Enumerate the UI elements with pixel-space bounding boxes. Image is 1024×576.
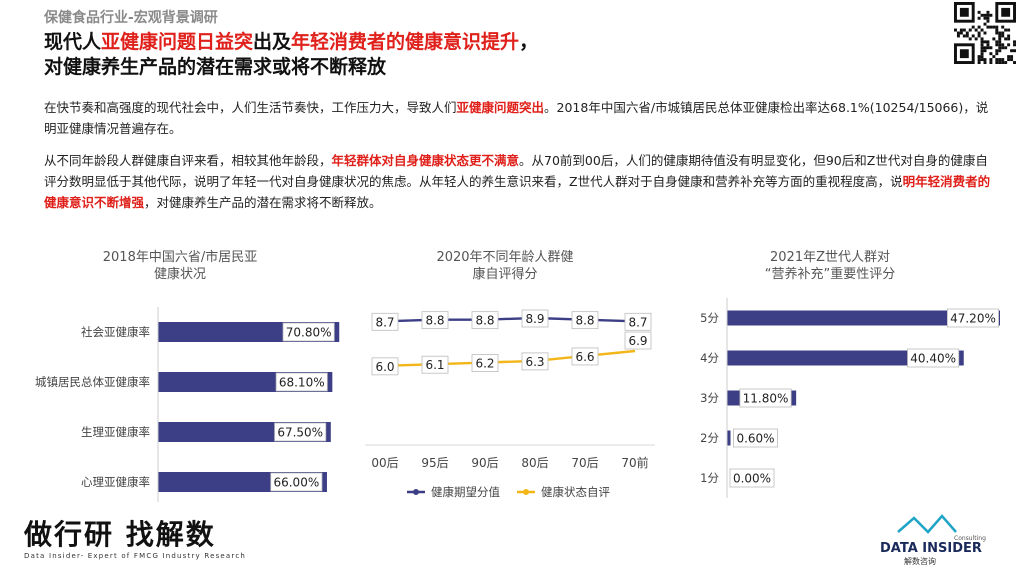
chart3-title: 2021年Z世代人群对 “营养补充”重要性评分 <box>764 250 896 282</box>
point-label-box <box>571 347 599 366</box>
data-label: 0.60% <box>736 432 774 446</box>
point-label-box <box>471 311 499 330</box>
data-label: 11.80% <box>743 392 789 406</box>
chart2-title: 2020年不同年龄人群健 康自评得分 <box>436 250 574 282</box>
data-label: 40.40% <box>910 352 956 366</box>
brand-cn: 解数咨询 <box>904 556 936 566</box>
point-label: 6.2 <box>475 357 494 371</box>
x-tick-label: 70前 <box>621 455 648 470</box>
data-label-box <box>282 322 335 342</box>
point-label: 8.9 <box>525 312 544 326</box>
category-label: 4分 <box>700 351 719 365</box>
point-label: 6.6 <box>575 350 594 364</box>
qr-code-icon <box>954 2 1016 64</box>
paragraph-1: 在快节奏和高强度的现代社会中，人们生活节奏快，工作压力大，导致人们亚健康问题突出… <box>44 97 994 139</box>
category-label: 心理亚健康率 <box>81 475 150 489</box>
paragraph-text: 在快节奏和高强度的现代社会中，人们生活节奏快，工作压力大，导致人们 <box>44 100 457 115</box>
point-label: 8.8 <box>475 314 494 328</box>
point-label: 6.9 <box>628 334 647 348</box>
title-segment: 亚健康问题日益突 <box>101 31 254 53</box>
data-label-box <box>275 372 328 392</box>
category-label: 1分 <box>700 471 719 485</box>
paragraph-2: 从不同年龄段人群健康自评来看，相较其他年龄段，年轻群体对自身健康状态更不满意。从… <box>44 150 994 213</box>
chart1-title: 2018年中国六省/市居民亚 健康状况 <box>102 250 258 282</box>
data-label: 66.00% <box>273 476 319 490</box>
data-insider-logo: Consulting DATA INSIDER 解数咨询 <box>880 514 986 566</box>
point-label-box <box>471 354 499 372</box>
data-label: 70.80% <box>286 326 332 340</box>
data-label-box <box>274 422 327 442</box>
paragraph-text: 从不同年龄段人群健康自评来看，相较其他年龄段， <box>44 153 332 168</box>
chart-nutrition-importance: 5分 47.20% 4分 40.40% 3分 11.80% 2分 0.60% 1分 0.00% <box>700 298 1000 498</box>
paragraph-text: 。2018年中国六省/市城镇居民总体亚健康检出率达68.1%(10254/150… <box>44 100 989 136</box>
highlight-text: 年轻群体对自身健康状态更不满意 <box>331 153 520 168</box>
x-tick-label: 00后 <box>371 456 398 470</box>
brand-name: DATA INSIDER <box>880 541 982 556</box>
data-label: 68.10% <box>279 376 325 390</box>
point-label-box <box>371 312 399 331</box>
section-tag: 保健食品行业-宏观背景调研 <box>44 10 218 26</box>
data-label-box <box>907 348 960 368</box>
brand-mark-icon <box>897 514 957 534</box>
category-label: 3分 <box>700 391 719 405</box>
data-label: 47.20% <box>950 312 996 326</box>
legend-label: 健康期望分值 <box>431 485 500 499</box>
x-tick-label: 90后 <box>471 456 498 470</box>
point-label-box <box>421 355 449 374</box>
title-line-2: 对健康养生产品的潜在需求或将不断释放 <box>44 56 387 78</box>
point-label: 8.7 <box>628 315 647 329</box>
data-label-box <box>733 428 778 448</box>
data-label: 0.00% <box>733 472 771 486</box>
bar <box>727 430 731 446</box>
data-label-box <box>729 468 775 488</box>
data-label-box <box>946 308 999 328</box>
point-label: 8.8 <box>425 314 444 328</box>
title-segment: 现代人 <box>44 31 102 53</box>
point-label: 8.7 <box>375 315 394 329</box>
point-label-box <box>371 357 399 376</box>
data-label: 67.50% <box>277 426 323 440</box>
bar <box>727 350 964 366</box>
category-label: 城镇居民总体亚健康率 <box>35 375 150 389</box>
point-label-box <box>521 352 549 371</box>
x-tick-label: 70后 <box>571 456 598 470</box>
point-label-box <box>421 311 449 330</box>
paragraph-text: 。从70前到00后，人们的健康期待值没有明显变化，但90后和Z世代对自身的健康自… <box>44 153 988 189</box>
paragraph-text: ，对健康养生产品的潜在需求将不断释放。 <box>144 195 382 210</box>
point-label-box <box>624 331 652 350</box>
point-label-box <box>521 309 549 328</box>
point-label-box <box>624 312 652 331</box>
category-label: 社会亚健康率 <box>81 325 150 339</box>
category-label: 2分 <box>700 431 719 445</box>
data-label-box <box>739 388 792 408</box>
point-label: 8.8 <box>575 314 594 328</box>
title-segment: 年轻消费者的健康意识提升 <box>291 31 520 53</box>
title-line-1: 现代人亚健康问题日益突出及年轻消费者的健康意识提升， <box>44 30 538 55</box>
point-label: 6.1 <box>425 358 444 372</box>
category-label: 5分 <box>700 311 719 325</box>
logo-tagline: Data Insider- Expert of FMCG Industry Re… <box>24 552 247 560</box>
point-label: 6.3 <box>525 355 544 369</box>
highlight-text: 明年轻消费者的健康意识不断增强 <box>44 174 991 210</box>
chart-health-self-score: 00后 95后 90后 80后 70后 70前 8.7 8.8 8.8 8.9 8.8 8.7 6.0 6… <box>365 309 655 499</box>
logo-slogan: 做行研 找解数 <box>24 518 216 551</box>
brand-sub: Consulting <box>954 535 986 542</box>
point-label-box <box>571 311 599 330</box>
chart-subhealth-rates: 社会亚健康率 70.80% 城镇居民总体亚健康率 68.10% 生理亚健康率 67.50%… <box>35 307 340 502</box>
title-segment: ， <box>519 31 539 53</box>
legend-marker <box>413 489 419 495</box>
bar <box>727 310 1000 326</box>
title-segment: 出及 <box>253 31 292 53</box>
legend-label: 健康状态自评 <box>541 485 610 499</box>
x-tick-label: 80后 <box>521 456 548 470</box>
data-label-box <box>270 472 323 492</box>
highlight-text: 亚健康问题突出 <box>456 100 545 115</box>
page-title: 现代人亚健康问题日益突出及年轻消费者的健康意识提升， 对健康养生产品的潜在需求或… <box>44 30 538 80</box>
category-label: 生理亚健康率 <box>81 425 150 439</box>
point-label: 6.0 <box>375 360 394 374</box>
legend-marker <box>523 489 529 495</box>
x-tick-label: 95后 <box>421 456 448 470</box>
